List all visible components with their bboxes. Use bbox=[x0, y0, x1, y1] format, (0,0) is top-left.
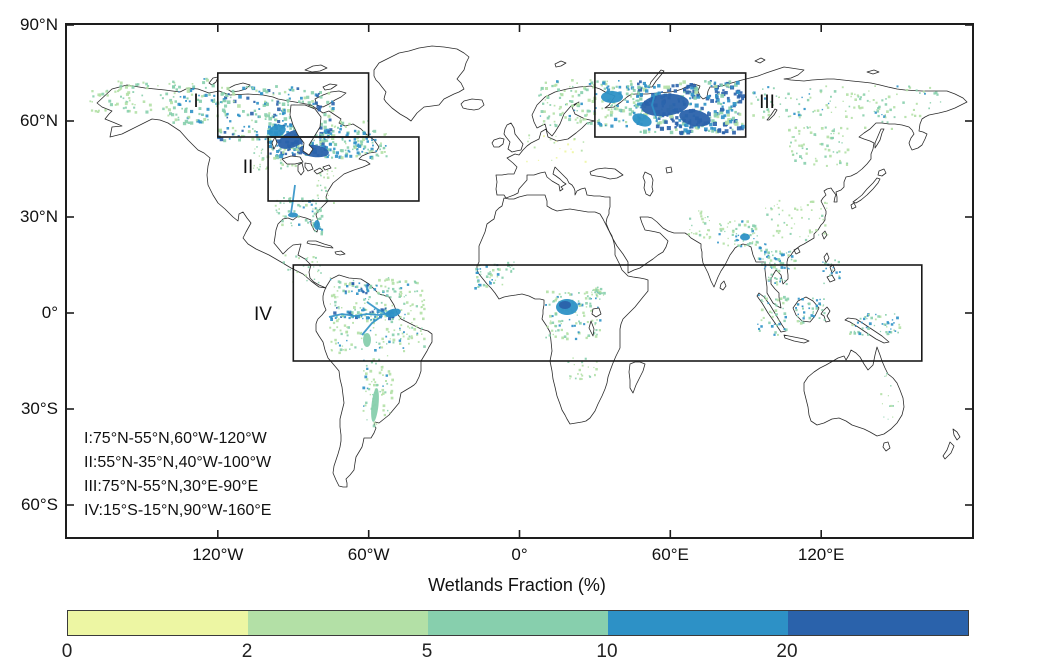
x-tick-label-120°W: 120°W bbox=[192, 545, 244, 564]
wetland-core-ob-valley bbox=[632, 113, 652, 127]
wetland-core-bananal bbox=[363, 333, 371, 347]
colorbar-tick-0: 0 bbox=[61, 641, 73, 662]
region-bounds-legend: I:75°N-55°N,60°W-120°W II:55°N-35°N,40°W… bbox=[84, 427, 271, 523]
colorbar-segment-10-20 bbox=[608, 611, 788, 635]
x-tick-label-120°E: 120°E bbox=[797, 545, 845, 564]
wetland-core-great-slave-marsh bbox=[268, 124, 286, 138]
coastlines bbox=[96, 45, 968, 488]
region-label-III: III bbox=[759, 92, 775, 113]
y-tick-label-60°S: 60°S bbox=[20, 495, 58, 514]
study-region-boxes bbox=[217, 72, 923, 362]
colorbar bbox=[67, 610, 969, 636]
y-tick-label-0°: 0° bbox=[41, 303, 58, 322]
colorbar-tick-20: 20 bbox=[776, 641, 798, 662]
wetland-core-parana-strip bbox=[371, 388, 379, 422]
axis-tick-marks bbox=[67, 25, 972, 537]
x-tick-label-60°E: 60°E bbox=[651, 545, 689, 564]
y-tick-label-30°N: 30°N bbox=[20, 207, 58, 226]
colorbar-tick-5: 5 bbox=[421, 641, 433, 662]
region-label-II: II bbox=[242, 157, 254, 178]
wetland-core-everglades bbox=[314, 220, 320, 230]
wetland-core-congo-core-dark bbox=[559, 301, 571, 309]
y-tick-label-30°S: 30°S bbox=[20, 399, 58, 418]
x-tick-label-60°W: 60°W bbox=[347, 545, 390, 564]
wetland-core-louisiana-delta bbox=[288, 212, 298, 218]
legend-line-4: IV:15°S-15°N,90°W-160°E bbox=[84, 502, 272, 519]
colorbar-tick-10: 10 bbox=[596, 641, 618, 662]
wetland-core-karelia-core bbox=[601, 91, 623, 103]
legend-line-3: III:75°N-55°N,30°E-90°E bbox=[84, 478, 259, 495]
wetland-core-ganges-delta bbox=[740, 233, 750, 241]
region-box-II bbox=[267, 136, 420, 202]
colorbar-segment-0-2 bbox=[68, 611, 248, 635]
region-box-IV bbox=[292, 264, 923, 362]
colorbar-segment-2-5 bbox=[248, 611, 428, 635]
colorbar-title: Wetlands Fraction (%) bbox=[428, 575, 606, 595]
x-tick-label-0°: 0° bbox=[511, 545, 528, 564]
region-box-III bbox=[594, 72, 747, 138]
region-label-I: I bbox=[193, 91, 199, 112]
region-label-IV: IV bbox=[254, 304, 272, 325]
colorbar-segment->20 bbox=[788, 611, 968, 635]
world-map bbox=[67, 25, 972, 537]
plot-border bbox=[65, 23, 974, 539]
wetland-core-west-siberia-core-east bbox=[679, 109, 711, 127]
y-tick-label-60°N: 60°N bbox=[20, 111, 58, 130]
legend-line-1: I:75°N-55°N,60°W-120°W bbox=[84, 430, 267, 447]
colorbar-tick-2: 2 bbox=[241, 641, 253, 662]
wetland-core-amazon-mouth bbox=[385, 308, 401, 318]
water-bodies bbox=[271, 104, 673, 337]
colorbar-segment-5-10 bbox=[428, 611, 608, 635]
legend-line-2: II:55°N-35°N,40°W-100°W bbox=[84, 454, 272, 471]
y-tick-label-90°N: 90°N bbox=[20, 15, 58, 34]
